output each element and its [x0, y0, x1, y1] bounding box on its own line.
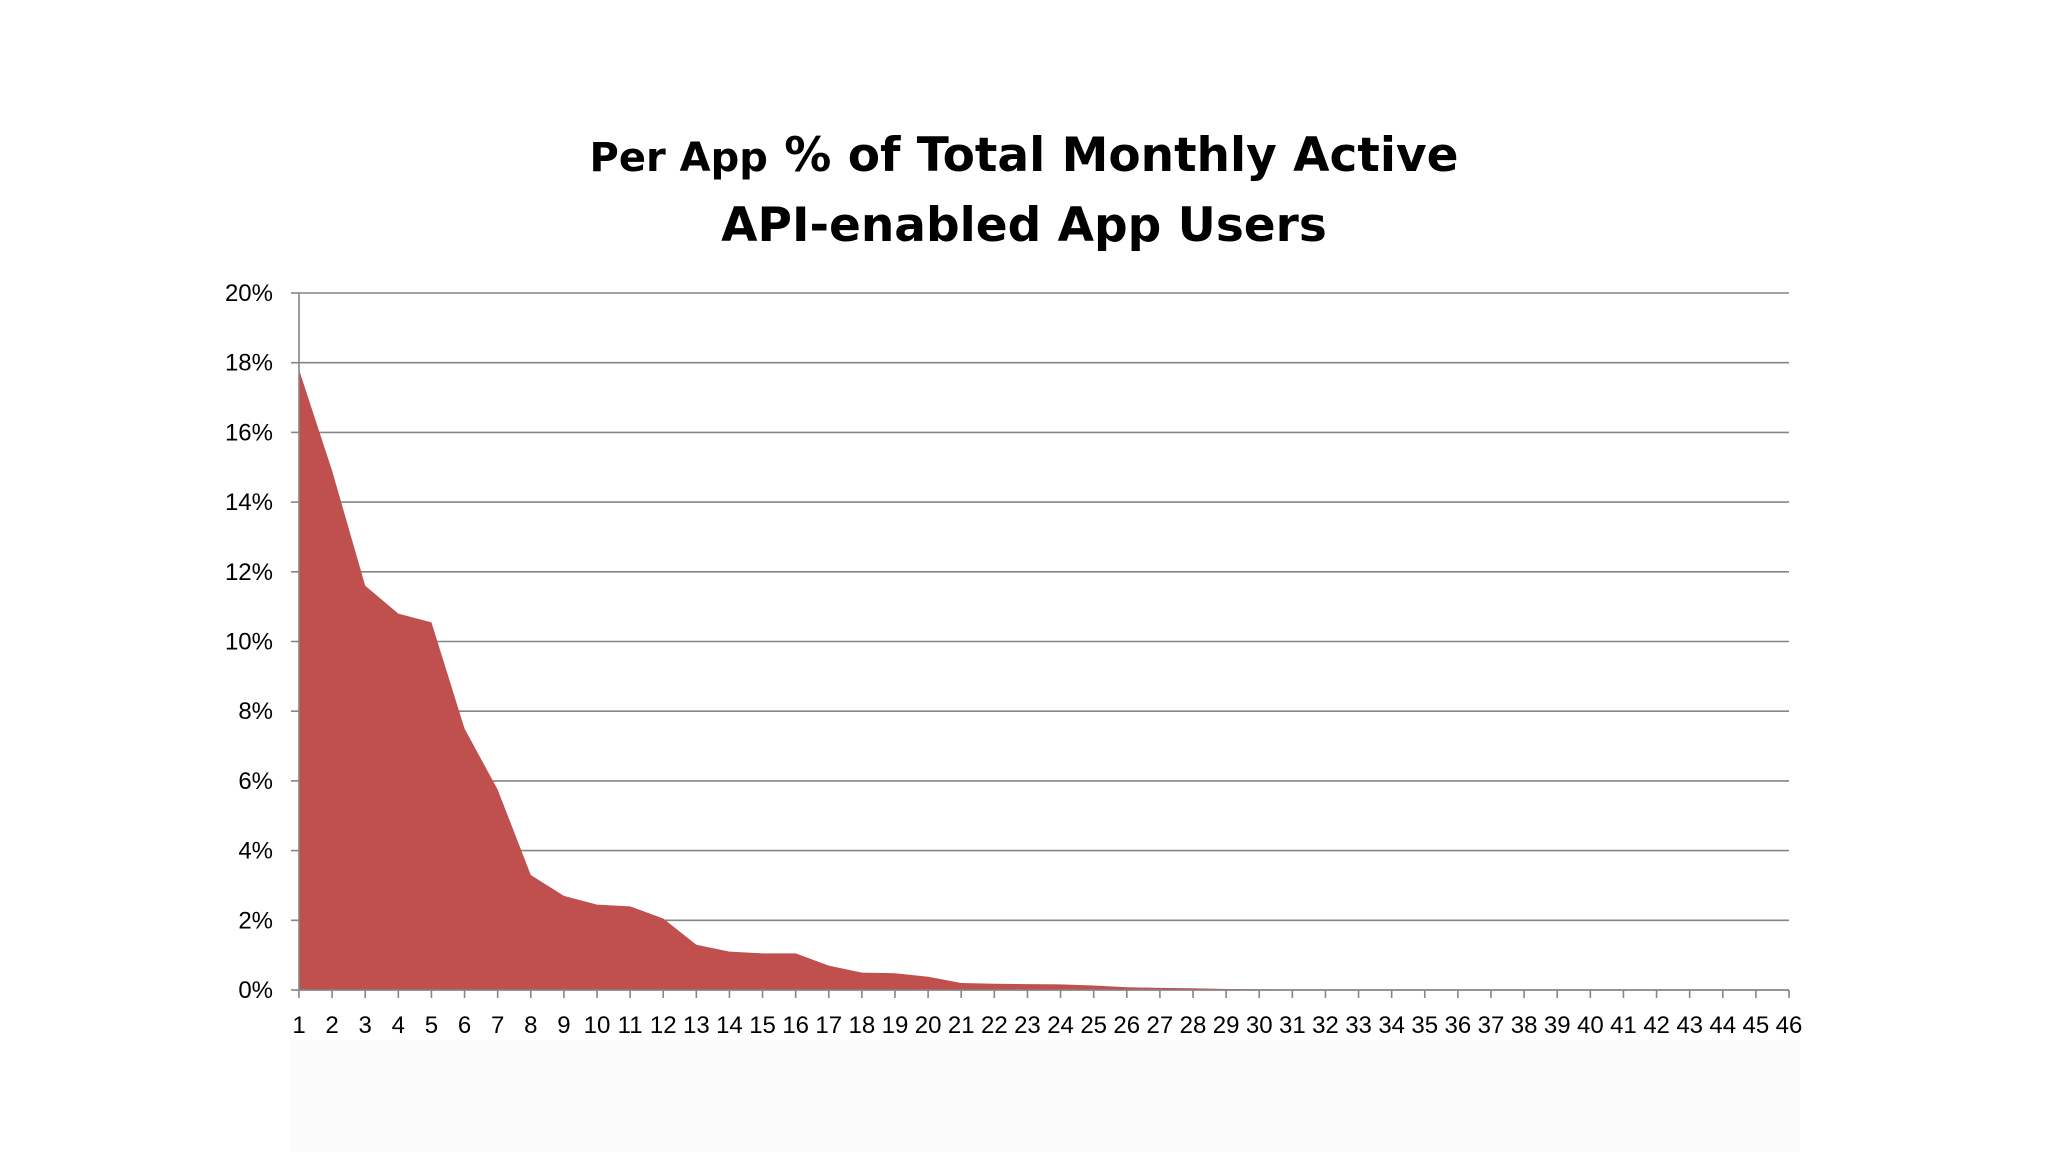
x-tick-label: 9: [557, 1012, 570, 1039]
x-tick-label: 31: [1279, 1012, 1306, 1039]
x-tick-label: 26: [1113, 1012, 1140, 1039]
y-tick-label: 8%: [238, 698, 273, 725]
x-tick-label: 12: [650, 1012, 677, 1039]
y-tick-label: 20%: [225, 280, 273, 307]
y-tick-label: 12%: [225, 559, 273, 586]
y-tick-label: 14%: [225, 489, 273, 516]
x-tick-label: 34: [1378, 1012, 1405, 1039]
x-tick-label: 20: [915, 1012, 942, 1039]
x-tick-label: 10: [584, 1012, 611, 1039]
x-tick-label: 45: [1743, 1012, 1770, 1039]
x-tick-label: 36: [1445, 1012, 1472, 1039]
x-tick-label: 6: [458, 1012, 471, 1039]
chart-title-line1: % of Total Monthly Active: [784, 128, 1459, 183]
x-tick-label: 18: [849, 1012, 876, 1039]
background-panel: [290, 1040, 1800, 1152]
x-tick-label: 17: [815, 1012, 842, 1039]
x-tick-label: 23: [1014, 1012, 1041, 1039]
y-tick-label: 16%: [225, 419, 273, 446]
x-tick-label: 42: [1643, 1012, 1670, 1039]
x-tick-label: 13: [683, 1012, 710, 1039]
area-series-0: [299, 369, 1789, 990]
y-tick-label: 18%: [225, 350, 273, 377]
y-tick-label: 6%: [238, 768, 273, 795]
x-tick-label: 28: [1180, 1012, 1207, 1039]
x-tick-label: 40: [1577, 1012, 1604, 1039]
area-series: [298, 369, 1790, 991]
x-tick-label: 30: [1246, 1012, 1273, 1039]
x-tick-label: 41: [1610, 1012, 1637, 1039]
x-tick-label: 7: [491, 1012, 504, 1039]
x-tick-label: 37: [1478, 1012, 1505, 1039]
x-tick-label: 19: [882, 1012, 909, 1039]
x-tick-label: 32: [1312, 1012, 1339, 1039]
x-tick-label: 11: [618, 1012, 643, 1039]
y-tick-label: 2%: [238, 907, 273, 934]
x-tick-label: 14: [716, 1012, 743, 1039]
y-tick-label: 0%: [238, 977, 273, 1004]
chart-title-line2: API-enabled App Users: [721, 198, 1327, 253]
x-tick-label: 2: [325, 1012, 338, 1039]
x-tick-label: 8: [524, 1012, 537, 1039]
x-tick-label: 24: [1047, 1012, 1074, 1039]
x-tick-label: 3: [359, 1012, 372, 1039]
x-tick-labels: 1 2 3 4 5 6 7 8 9 10 11 12 13 14 15 16 17 18 19 20 21 22 23 24 2…: [292, 1012, 1802, 1039]
x-tick-label: 27: [1147, 1012, 1174, 1039]
x-tick-label: 5: [425, 1012, 438, 1039]
x-tick-label: 25: [1080, 1012, 1107, 1039]
x-tick-label: 39: [1544, 1012, 1571, 1039]
x-tick-label: 33: [1345, 1012, 1372, 1039]
x-tick-label: 21: [948, 1012, 975, 1039]
chart-title-prefix: Per App: [589, 135, 768, 181]
x-tick-label: 46: [1776, 1012, 1803, 1039]
y-tick-label: 4%: [238, 838, 273, 865]
chart-title: Per App % of Total Monthly Active API-en…: [0, 122, 2048, 260]
x-tick-label: 44: [1709, 1012, 1736, 1039]
x-tick-label: 4: [392, 1012, 405, 1039]
x-tick-label: 16: [782, 1012, 809, 1039]
y-tick-labels: 0% 2% 4% 6% 8% 10% 12% 14% 16% 18% 20%: [225, 280, 273, 1004]
x-tick-label: 38: [1511, 1012, 1538, 1039]
y-tick-label: 10%: [225, 629, 273, 656]
x-tick-label: 1: [292, 1012, 305, 1039]
x-tick-label: 35: [1411, 1012, 1438, 1039]
axes: [291, 292, 1790, 998]
x-tick-label: 29: [1213, 1012, 1240, 1039]
x-tick-label: 43: [1676, 1012, 1703, 1039]
x-tick-label: 15: [749, 1012, 776, 1039]
x-tick-label: 22: [981, 1012, 1008, 1039]
